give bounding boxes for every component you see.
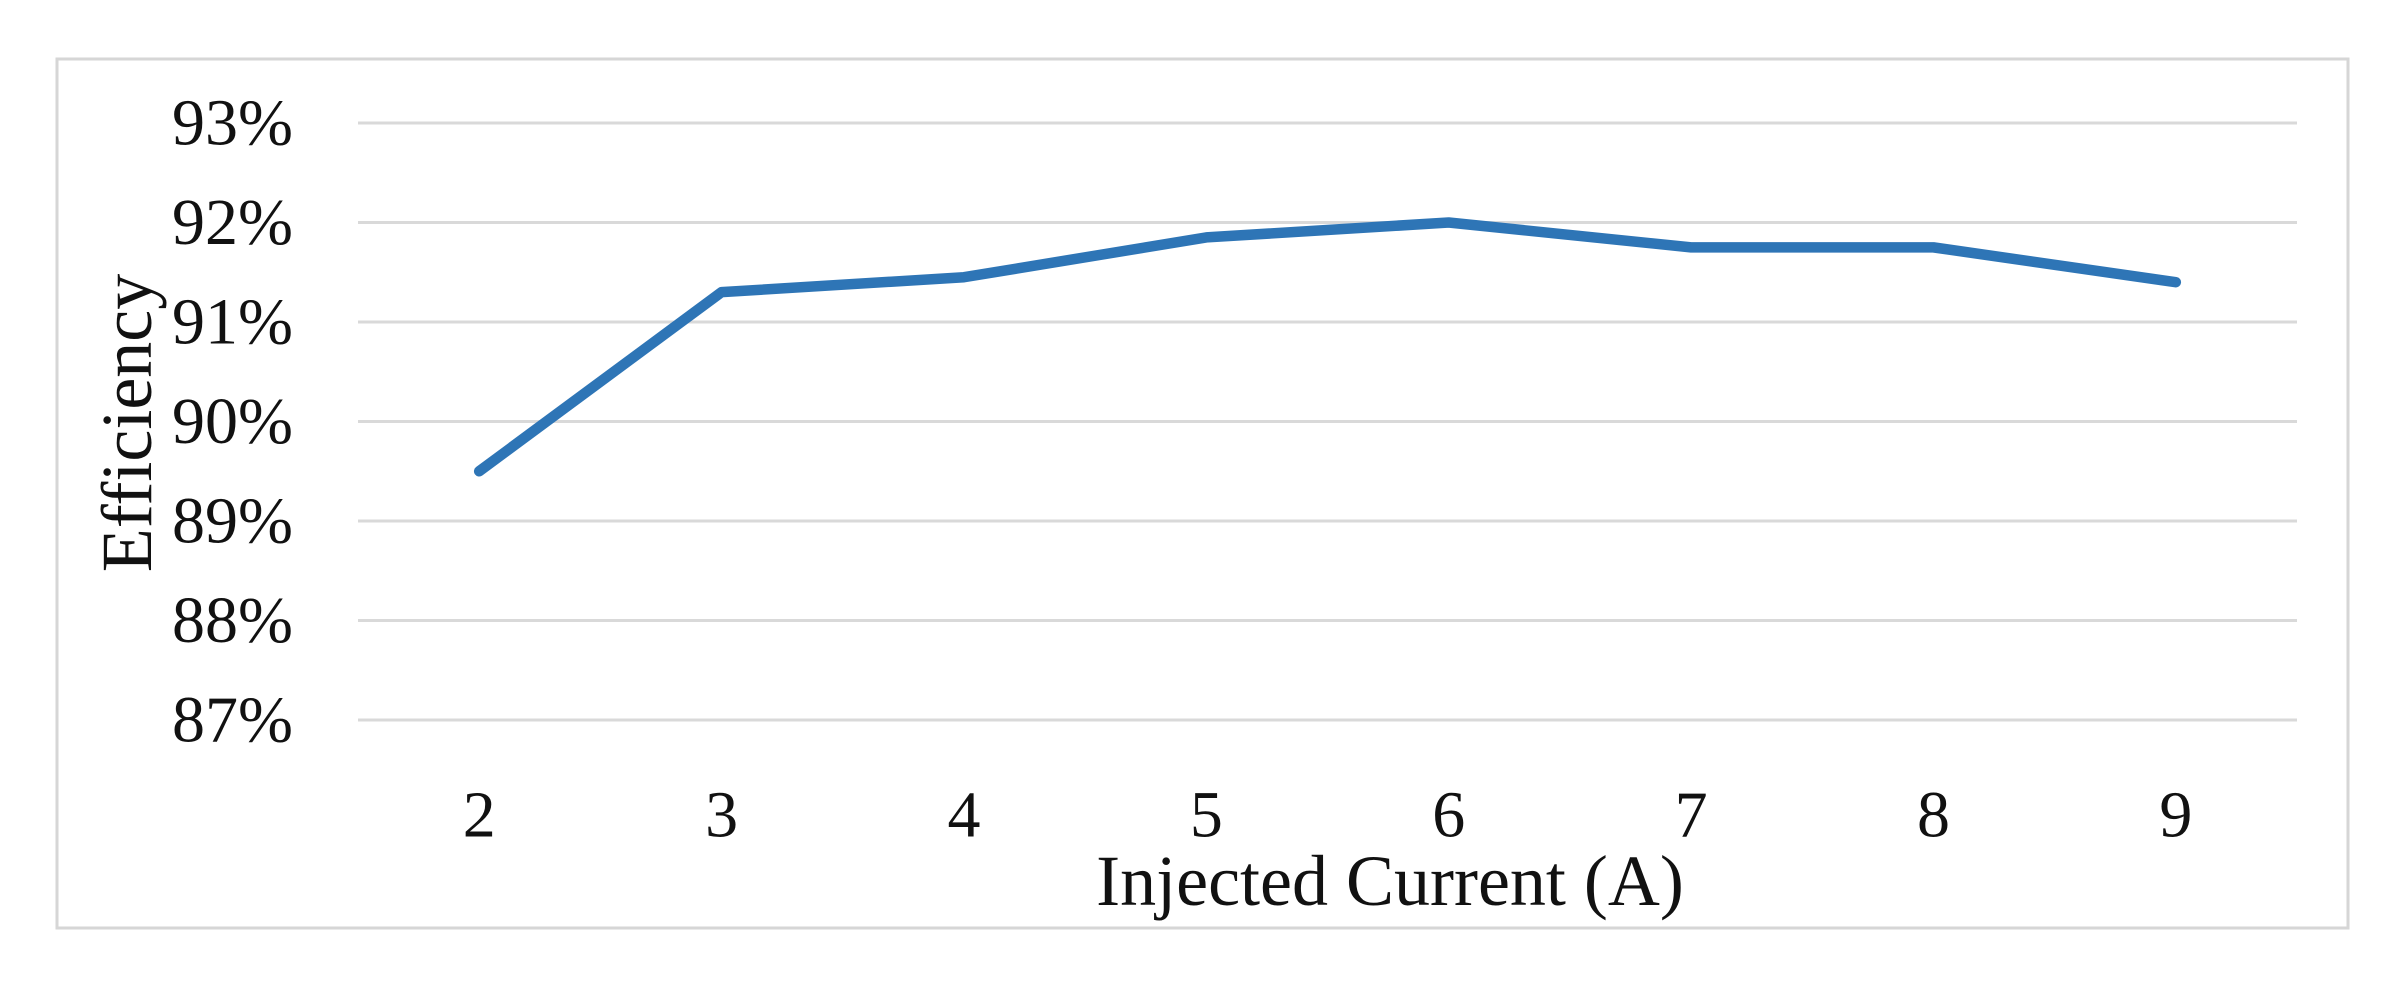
x-tick-label: 4 bbox=[947, 779, 980, 852]
x-tick-label: 6 bbox=[1432, 779, 1465, 852]
y-tick-label: 89% bbox=[172, 485, 293, 558]
x-tick-label: 7 bbox=[1675, 779, 1708, 852]
x-tick-label: 8 bbox=[1917, 779, 1950, 852]
x-tick-label: 3 bbox=[705, 779, 738, 852]
y-axis-title: Efficiency bbox=[87, 274, 167, 573]
x-tick-label: 9 bbox=[2159, 779, 2192, 852]
x-tick-label: 2 bbox=[463, 779, 496, 852]
chart-border bbox=[55, 57, 2350, 930]
y-tick-label: 91% bbox=[172, 286, 293, 359]
y-tick-label: 93% bbox=[172, 87, 293, 160]
x-tick-label: 5 bbox=[1190, 779, 1223, 852]
efficiency-series-line bbox=[473, 217, 2182, 477]
y-tick-label: 90% bbox=[172, 385, 293, 458]
x-axis-title: Injected Current (A) bbox=[1096, 841, 1684, 921]
y-tick-label: 92% bbox=[172, 186, 293, 259]
y-tick-label: 88% bbox=[172, 584, 293, 657]
y-tick-label: 87% bbox=[172, 684, 293, 757]
